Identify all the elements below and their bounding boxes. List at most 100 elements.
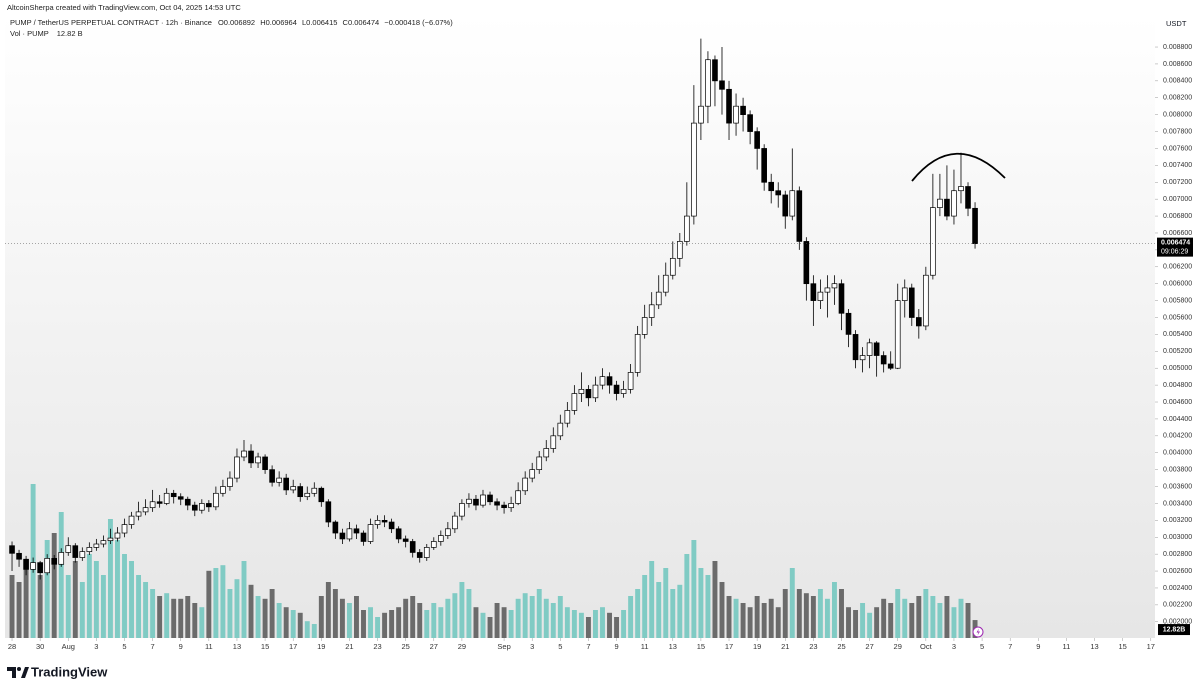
volume-bar	[361, 610, 366, 638]
volume-bar	[564, 607, 570, 638]
candle-body	[149, 501, 156, 509]
volume-bar	[501, 607, 507, 638]
volume-bar	[241, 561, 247, 638]
candle-body	[887, 363, 894, 369]
close-legend: C0.006474	[343, 18, 380, 27]
volume-bar	[585, 617, 591, 638]
y-tick-label: 0.003400	[1163, 500, 1192, 507]
volume-bar	[642, 575, 648, 638]
candle-body	[859, 355, 866, 361]
candle-body	[156, 501, 163, 504]
volume-bar	[452, 593, 458, 638]
candle-body	[880, 355, 887, 365]
candle-body	[241, 450, 247, 458]
candle-body	[402, 538, 409, 542]
candle-body	[972, 207, 978, 244]
candle-body	[445, 528, 451, 536]
volume-bar	[100, 575, 106, 638]
candle-layer	[9, 38, 978, 580]
candle-body	[473, 498, 479, 506]
volume-bar	[607, 612, 612, 638]
candle-body	[44, 558, 50, 574]
volume-bar	[803, 593, 809, 638]
volume-bar	[16, 582, 22, 638]
volume-bar	[557, 596, 563, 638]
x-tick-label: 3	[94, 642, 98, 651]
volume-bar	[663, 568, 669, 638]
x-tick-label: 13	[669, 642, 677, 651]
candle-body	[262, 456, 268, 470]
x-tick-label: 5	[122, 642, 126, 651]
x-tick-label: 17	[1147, 642, 1155, 651]
candle-body	[184, 498, 191, 506]
candle-body	[831, 283, 838, 289]
candle-body	[866, 342, 873, 356]
x-tick-label: 13	[233, 642, 241, 651]
candle-body	[227, 477, 233, 487]
x-tick-label: 7	[586, 642, 590, 651]
volume-bar	[136, 575, 142, 638]
volume-bar	[44, 540, 50, 638]
x-tick-label: 15	[697, 642, 705, 651]
candle-body	[677, 241, 683, 259]
volume-bar	[768, 598, 774, 638]
volume-bar	[466, 589, 472, 638]
volume-bar	[529, 596, 535, 638]
tradingview-logo: TradingView	[7, 664, 108, 679]
x-tick-label: 7	[151, 642, 155, 651]
candle-body	[662, 274, 669, 293]
volume-bar	[276, 603, 282, 638]
x-tick-label: 3	[530, 642, 534, 651]
volume-bar	[909, 603, 915, 638]
candle-body	[163, 492, 170, 504]
x-tick-label: 29	[458, 642, 466, 651]
candle-body	[852, 334, 859, 361]
candle-body	[220, 486, 226, 494]
volume-bar	[782, 589, 788, 638]
volume-bar	[129, 561, 134, 638]
candle-body	[9, 545, 15, 554]
volume-bar	[965, 603, 971, 638]
candle-body	[508, 503, 514, 509]
volume-bar	[234, 579, 240, 638]
volume-bar	[649, 561, 655, 638]
volume-bar	[705, 575, 711, 638]
candle-body	[937, 198, 943, 208]
candle-body	[634, 334, 641, 373]
volume-bar	[600, 607, 605, 638]
volume-bar	[206, 570, 212, 638]
candle-body	[283, 477, 289, 491]
candle-body	[965, 186, 971, 209]
candle-body	[712, 59, 718, 82]
candle-body	[86, 547, 93, 552]
candle-body	[107, 537, 114, 541]
volume-bar	[670, 589, 676, 638]
x-tick-label: Aug	[62, 642, 75, 651]
volume-bar	[761, 603, 767, 638]
volume-legend-value: 12.82 B	[57, 29, 83, 38]
volume-bar	[480, 612, 486, 638]
volume-bar	[656, 582, 662, 638]
x-tick-label: 9	[179, 642, 183, 651]
candle-body	[901, 287, 908, 301]
volume-bar	[325, 582, 331, 638]
candle-body	[944, 198, 950, 217]
volume-bar	[895, 589, 901, 638]
x-tick-label: 13	[1090, 642, 1098, 651]
volume-bar	[93, 561, 99, 638]
candle-body	[318, 487, 325, 503]
candle-body	[374, 519, 381, 525]
candle-body	[360, 532, 367, 542]
y-tick-label: 0.008000	[1163, 111, 1192, 118]
price-axis-background	[1155, 15, 1200, 638]
volume-bar	[157, 596, 163, 638]
candle-body	[845, 312, 852, 335]
y-tick-label: 0.005600	[1163, 314, 1192, 321]
volume-bar	[438, 607, 444, 638]
volume-bar	[171, 598, 177, 638]
candle-body	[325, 501, 332, 523]
volume-bar	[726, 596, 732, 638]
candle-body	[135, 511, 142, 517]
volume-bar	[550, 603, 556, 638]
candle-body	[733, 105, 739, 124]
